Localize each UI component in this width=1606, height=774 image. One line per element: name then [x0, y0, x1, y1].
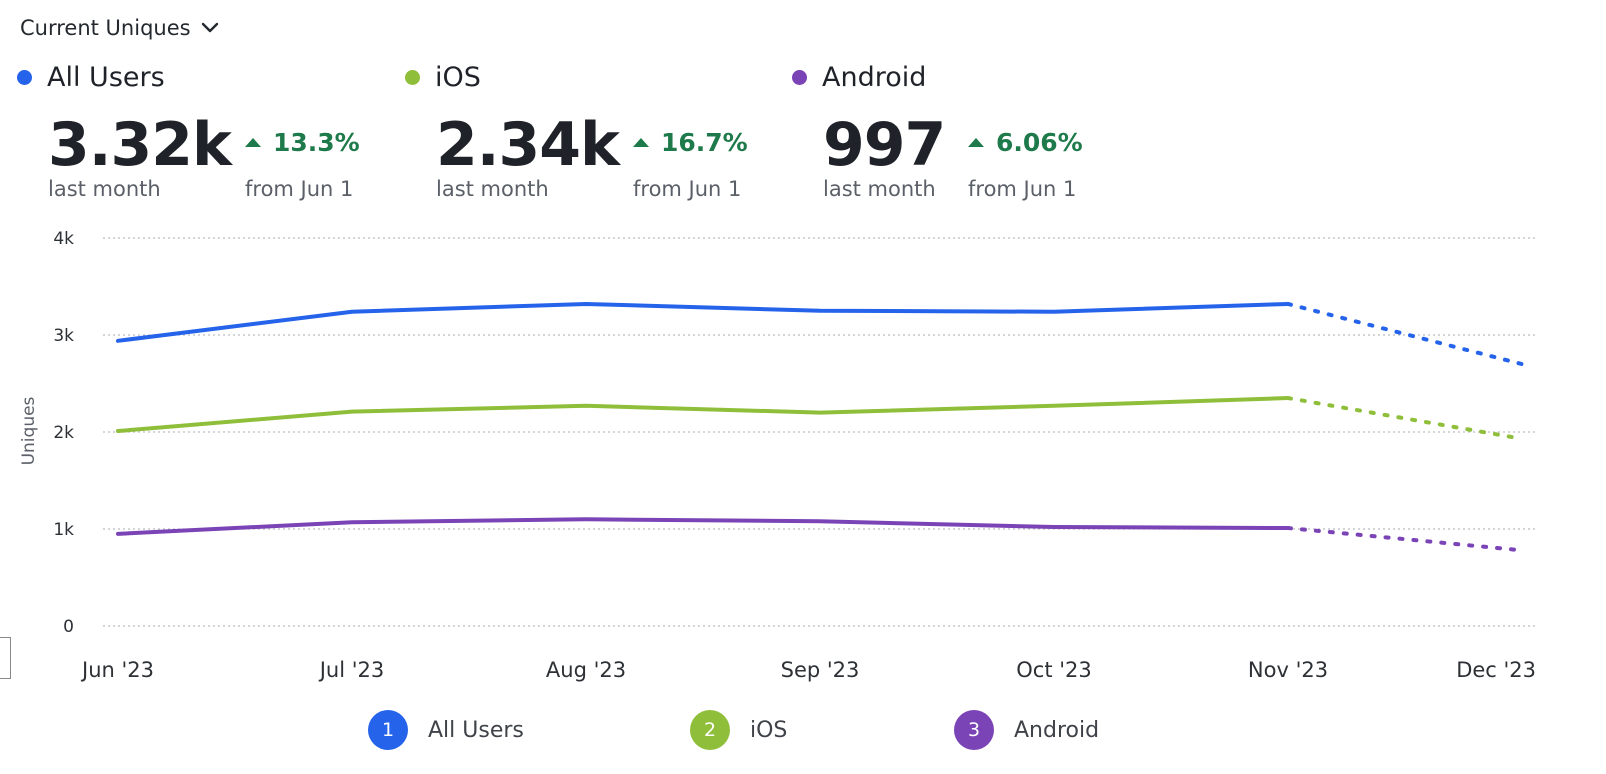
- data-point-android: [1052, 525, 1056, 529]
- arrow-up-icon: [968, 138, 984, 147]
- summary-ios: iOS 2.34k last month 16.7% from Jun 1: [405, 62, 748, 201]
- y-axis-label: Uniques: [19, 396, 39, 465]
- legend-item-ios[interactable]: 2 iOS: [690, 710, 787, 750]
- panel-edge-handle: [0, 637, 11, 679]
- data-point-all-users: [584, 302, 588, 306]
- summary-value: 997: [823, 110, 946, 180]
- data-point-all-users: [818, 309, 822, 313]
- x-tick-label: Jul '23: [318, 658, 385, 682]
- summary-change-ref: from Jun 1: [968, 177, 1077, 201]
- x-tick-label: Sep '23: [781, 658, 860, 682]
- x-tick-label: Jun '23: [80, 658, 154, 682]
- series-line-android: [116, 517, 1290, 536]
- legend-item-android[interactable]: 3 Android: [954, 710, 1099, 750]
- legend-number-badge: 1: [368, 710, 408, 750]
- series-color-dot: [405, 70, 420, 85]
- summary-all-users: All Users 3.32k last month 13.3% from Ju…: [17, 62, 360, 201]
- data-point-ios: [818, 411, 822, 415]
- summary-value: 2.34k: [436, 110, 620, 180]
- series-color-dot: [17, 70, 32, 85]
- arrow-up-icon: [245, 138, 261, 147]
- y-tick-label: 2k: [53, 423, 74, 443]
- summary-android: Android 997 last month 6.06% from Jun 1: [792, 62, 1083, 201]
- data-point-ios: [1520, 437, 1524, 441]
- data-point-android: [1286, 526, 1290, 530]
- series-projection-android: [1286, 526, 1524, 553]
- data-point-android: [116, 532, 120, 536]
- chevron-down-icon: [201, 22, 218, 33]
- data-point-android: [818, 519, 822, 523]
- y-tick-label: 1k: [53, 520, 74, 540]
- summary-period: last month: [436, 177, 549, 201]
- data-point-all-users: [350, 310, 354, 314]
- line-chart: 0 1k 2k 3k 4k Uniques Jun '23 Jul '23 Aug '23 Sep…: [19, 229, 1536, 682]
- data-point-ios: [1052, 404, 1056, 408]
- x-tick-label: Dec '23: [1456, 658, 1536, 682]
- series-color-dot: [792, 70, 807, 85]
- summary-change: 16.7%: [633, 128, 748, 157]
- legend-number-badge: 3: [954, 710, 994, 750]
- summary-period: last month: [823, 177, 936, 201]
- data-point-all-users: [116, 339, 120, 343]
- summary-series-name: iOS: [435, 62, 481, 93]
- data-point-ios: [1286, 396, 1290, 400]
- summary-series-name: All Users: [47, 62, 165, 93]
- metric-dropdown-label: Current Uniques: [20, 16, 191, 40]
- series-projection-all-users: [1286, 301, 1524, 367]
- data-point-android: [1520, 548, 1524, 552]
- legend-label: iOS: [750, 717, 788, 743]
- series-projection-ios: [1286, 396, 1524, 441]
- x-tick-label: Oct '23: [1016, 658, 1091, 682]
- summary-value: 3.32k: [48, 110, 232, 180]
- summary-change-value: 13.3%: [273, 128, 360, 157]
- legend-label: Android: [1014, 717, 1100, 743]
- y-tick-label: 3k: [53, 326, 74, 346]
- summary-change-ref: from Jun 1: [245, 177, 354, 201]
- legend-item-all-users[interactable]: 1 All Users: [368, 710, 524, 750]
- summary-change-value: 6.06%: [996, 128, 1083, 157]
- data-point-all-users: [1520, 362, 1524, 366]
- summary-series-name: Android: [822, 62, 927, 93]
- y-tick-label: 0: [63, 617, 74, 637]
- data-point-all-users: [1052, 310, 1056, 314]
- data-point-android: [350, 520, 354, 524]
- data-point-ios: [116, 429, 120, 433]
- summary-change-ref: from Jun 1: [633, 177, 742, 201]
- data-point-ios: [350, 410, 354, 414]
- data-point-ios: [584, 404, 588, 408]
- y-tick-label: 4k: [53, 229, 74, 249]
- summary-period: last month: [48, 177, 161, 201]
- metric-dropdown[interactable]: Current Uniques: [20, 16, 219, 40]
- series-line-ios: [116, 396, 1290, 434]
- data-point-android: [584, 517, 588, 521]
- series-line-all-users: [116, 301, 1290, 343]
- data-point-all-users: [1286, 302, 1290, 306]
- arrow-up-icon: [633, 138, 649, 147]
- summary-change: 13.3%: [245, 128, 360, 157]
- x-tick-label: Nov '23: [1248, 658, 1328, 682]
- summary-change: 6.06%: [968, 128, 1083, 157]
- legend-number-badge: 2: [690, 710, 730, 750]
- summary-change-value: 16.7%: [661, 128, 748, 157]
- legend-label: All Users: [428, 717, 524, 743]
- x-tick-label: Aug '23: [546, 658, 626, 682]
